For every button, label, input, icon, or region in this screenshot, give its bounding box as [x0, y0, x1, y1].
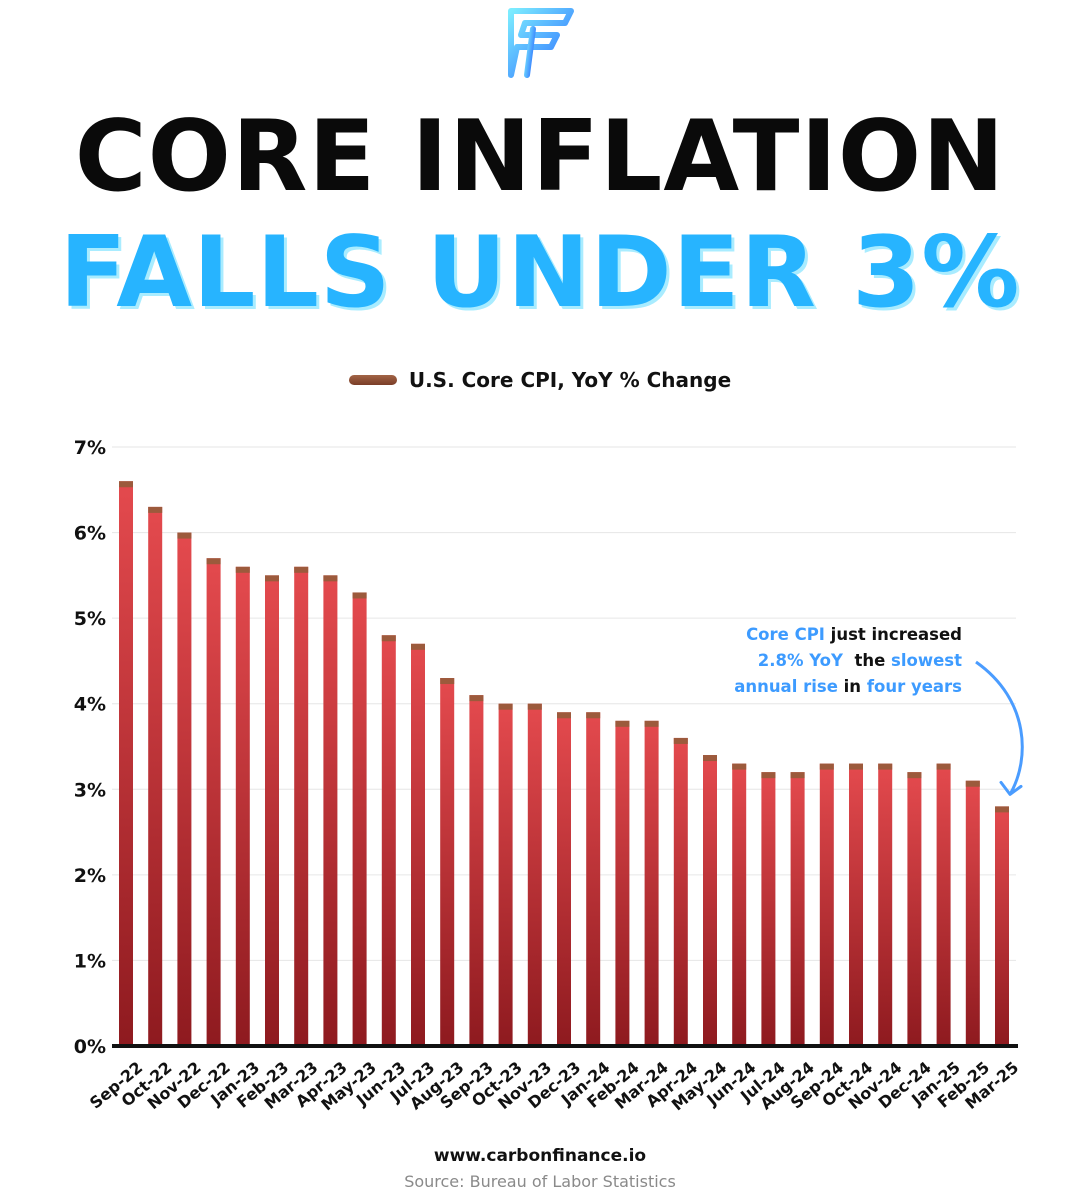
bar-cap: [148, 506, 163, 513]
bar: [673, 737, 688, 1046]
bar-cap: [790, 772, 805, 779]
bar: [411, 643, 425, 1046]
bar-cap: [849, 763, 863, 770]
bar: [761, 772, 776, 1046]
annotation-annual-rise: annual rise: [734, 677, 838, 696]
bar: [586, 712, 601, 1046]
bar: [498, 703, 513, 1046]
bar-cap: [557, 712, 571, 719]
annotation-in: in: [837, 677, 867, 696]
bar-cap: [615, 720, 630, 727]
bar-cap: [177, 532, 192, 539]
annotation-four-years: four years: [866, 677, 962, 696]
bar: [527, 703, 542, 1046]
annotation-just-increased: just increased: [824, 625, 962, 644]
bar: [819, 763, 834, 1046]
bar: [148, 506, 163, 1046]
bar-cap: [878, 763, 893, 770]
annotation-rate: 2.8% YoY: [757, 651, 843, 670]
bar-cap: [119, 481, 133, 488]
y-tick-label: 7%: [74, 437, 106, 459]
bar: [177, 532, 192, 1046]
title-line-1: CORE INFLATION: [74, 100, 1006, 214]
bar-cap: [761, 772, 776, 779]
bar: [878, 763, 893, 1046]
annotation-line-1: Core CPI just increased: [700, 622, 962, 648]
y-tick-label: 4%: [74, 694, 106, 716]
annotation-line-2: 2.8% YoY the slowest: [700, 648, 962, 674]
bar-cap: [995, 806, 1009, 813]
bar: [644, 720, 659, 1046]
bar-cap: [469, 695, 484, 702]
bar: [907, 772, 922, 1046]
bar-cap: [819, 763, 834, 770]
bar: [790, 772, 805, 1046]
bar-cap: [352, 592, 367, 599]
bar-cap: [265, 575, 279, 582]
website-link[interactable]: www.carbonfinance.io: [433, 1146, 647, 1166]
bar: [995, 806, 1009, 1046]
bar: [732, 763, 747, 1046]
y-tick-label: 2%: [74, 865, 106, 887]
bar-chart: 0% 1% 2% 3% 4% 5% 6% 7% Sep-22Oct-22Nov-22Dec-2…: [74, 437, 1024, 1115]
bar-cap: [440, 678, 455, 685]
bar-cap: [936, 763, 951, 770]
bar-cap: [206, 558, 221, 565]
y-tick-label: 1%: [74, 950, 106, 972]
bar: [936, 763, 951, 1046]
carbon-finance-logo: [508, 8, 574, 78]
bar: [323, 575, 338, 1046]
bar-cap: [527, 703, 542, 710]
annotation-text: Core CPI just increased 2.8% YoY the slo…: [700, 622, 962, 700]
bar-cap: [294, 566, 309, 573]
bar: [469, 695, 484, 1046]
legend: U.S. Core CPI, YoY % Change: [0, 368, 1080, 392]
bar-cap: [411, 643, 425, 650]
annotation-line-3: annual rise in four years: [700, 674, 962, 700]
legend-label: U.S. Core CPI, YoY % Change: [408, 368, 732, 392]
annotation-arrow: [975, 660, 1024, 796]
bar-cap: [323, 575, 338, 582]
annotation-core-cpi: Core CPI: [746, 625, 825, 644]
y-tick-label: 5%: [74, 608, 106, 630]
bar-cap: [498, 703, 513, 710]
legend-swatch: [348, 375, 397, 385]
bars: [119, 481, 1009, 1046]
bar: [557, 712, 571, 1046]
bar-cap: [703, 755, 717, 762]
title-line-2: FALLS UNDER 3%: [59, 216, 1021, 330]
bar-cap: [381, 635, 396, 642]
annotation-slowest: slowest: [891, 651, 962, 670]
annotation-arrowhead: [999, 780, 1023, 796]
bar: [965, 780, 980, 1046]
bar-cap: [644, 720, 659, 727]
bar: [440, 678, 455, 1046]
bar: [849, 763, 863, 1046]
bar: [235, 566, 250, 1046]
bar: [615, 720, 630, 1046]
bar-cap: [673, 737, 688, 744]
bar: [265, 575, 279, 1046]
y-tick-label: 3%: [74, 779, 106, 801]
bar-cap: [586, 712, 601, 719]
y-tick-label: 0%: [74, 1036, 106, 1058]
source-note: Source: Bureau of Labor Statistics: [404, 1172, 676, 1191]
bar: [294, 566, 309, 1046]
bar: [352, 592, 367, 1046]
bar-cap: [965, 780, 980, 787]
bar: [206, 558, 221, 1046]
y-axis-tick-labels: 0% 1% 2% 3% 4% 5% 6% 7%: [74, 437, 106, 1058]
bar-cap: [732, 763, 747, 770]
x-axis-tick-labels: Sep-22Oct-22Nov-22Dec-22Jan-23Feb-23Mar-…: [86, 1058, 1022, 1115]
annotation-the: the: [842, 651, 892, 670]
bar: [703, 755, 717, 1046]
bar-cap: [235, 566, 250, 573]
bar: [381, 635, 396, 1046]
bar: [119, 481, 133, 1046]
bar-cap: [907, 772, 922, 779]
y-tick-label: 6%: [74, 523, 106, 545]
